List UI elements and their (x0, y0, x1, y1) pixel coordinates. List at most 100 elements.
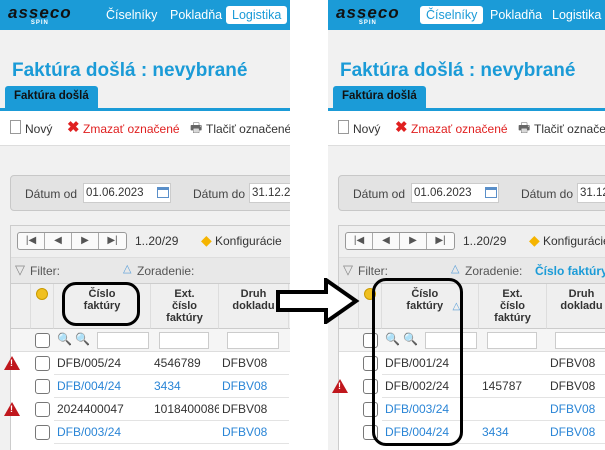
config-button[interactable]: Konfigurácie (543, 234, 605, 248)
delete-button[interactable]: Zmazať označené (411, 122, 508, 136)
column-header-3[interactable]: Ext. číslo faktúry (151, 284, 219, 329)
logo[interactable]: asseco SPIN (8, 3, 72, 26)
cell-ext[interactable] (479, 398, 547, 421)
cell-druh[interactable]: DFBV08 (547, 421, 605, 444)
cell-druh[interactable]: DFBV08 (219, 421, 289, 444)
cell-cislo[interactable]: DFB/004/24 (54, 375, 151, 398)
filter-input-cislo[interactable] (97, 332, 149, 349)
pager-buttons: |◀ ◀ ▶ ▶| (345, 232, 455, 250)
table-row[interactable]: DFB/004/24 3434 DFBV08 (11, 375, 290, 398)
cell-ext: 1018400086 (151, 398, 219, 421)
column-header-4[interactable]: Druh dokladu (219, 284, 289, 329)
sort-value[interactable]: Číslo faktúry (535, 264, 605, 278)
config-button[interactable]: Konfigurácie (215, 234, 282, 248)
prev-page-icon[interactable]: ◀ (45, 233, 72, 249)
row-checkbox[interactable] (35, 402, 50, 417)
filter-row-cell (339, 329, 359, 352)
filter-input-druh[interactable] (555, 332, 605, 349)
select-all-checkbox[interactable] (35, 333, 50, 348)
sort-label: Zoradenie: (465, 264, 523, 278)
cell-cislo[interactable]: DFB/003/24 (54, 421, 151, 444)
new-button[interactable]: Nový (25, 122, 53, 136)
delete-icon: ✖ (395, 119, 408, 136)
date-from-input[interactable]: 01.06.2023 (411, 183, 499, 203)
filter-label: Filter: (358, 264, 388, 278)
calendar-icon[interactable] (157, 187, 169, 198)
table-row[interactable]: DFB/003/24 DFBV08 (339, 398, 605, 421)
search-add-icon[interactable]: 🔍 (403, 332, 418, 346)
next-page-icon[interactable]: ▶ (400, 233, 427, 249)
date-from-input[interactable]: 01.06.2023 (83, 183, 171, 203)
pager: |◀ ◀ ▶ ▶| 1..20/29 ◆ Konfigurácie (11, 226, 290, 258)
table-row[interactable]: DFB/003/24 DFBV08 (11, 421, 290, 444)
cell-druh: DFBV08 (219, 352, 289, 375)
nav-1[interactable]: Pokladňa (490, 8, 543, 22)
delete-icon: ✖ (67, 119, 80, 136)
sort-asc-icon: △ (449, 301, 461, 312)
last-page-icon[interactable]: ▶| (435, 235, 446, 246)
pager-count: 1..20/29 (135, 234, 179, 248)
cell-druh[interactable]: DFBV08 (219, 375, 289, 398)
calendar-icon[interactable] (485, 187, 497, 198)
filter-row-cell (11, 329, 31, 352)
nav-2[interactable]: Logistika (552, 8, 602, 22)
date-to-input[interactable]: 31.12.2024 (577, 183, 605, 203)
new-button[interactable]: Nový (353, 122, 381, 136)
tab-faktura-dosla[interactable]: Faktúra došlá (5, 86, 98, 108)
delete-button[interactable]: Zmazať označené (83, 122, 180, 136)
search-add-icon[interactable]: 🔍 (75, 332, 90, 346)
column-header-4[interactable]: Druh dokladu (547, 284, 605, 329)
cell-druh: DFBV08 (547, 352, 605, 375)
print-button[interactable]: Tlačiť označené (534, 122, 605, 136)
row-checkbox[interactable] (35, 379, 50, 394)
cell-cislo: 2024400047 (54, 398, 151, 421)
data-grid: |◀ ◀ ▶ ▶| 1..20/29 ◆ Konfigurácie ▽ Filter: △ Zora… (4, 225, 290, 450)
cell-ext[interactable] (151, 421, 219, 444)
cell-cislo: DFB/005/24 (54, 352, 151, 375)
row-checkbox[interactable] (35, 425, 50, 440)
filter-input-ext[interactable] (159, 332, 209, 349)
column-label: Ext. číslo faktúry (494, 288, 531, 324)
nav-1[interactable]: Pokladňa (170, 8, 223, 22)
cell-cislo: DFB/001/24 (382, 352, 479, 375)
search-icon[interactable]: 🔍 (385, 332, 400, 346)
nav-0[interactable]: Číselníky (420, 6, 484, 24)
filter-label: Filter: (30, 264, 60, 278)
warning-icon (4, 402, 20, 416)
filter-row-cell (289, 329, 290, 352)
date-to-input[interactable]: 31.12.2024 (249, 183, 290, 203)
page-title: Faktúra došlá : nevybrané (340, 60, 576, 81)
filter-input-cislo[interactable] (425, 332, 477, 349)
row-checkbox[interactable] (35, 356, 50, 371)
cell-ext[interactable]: 3434 (479, 421, 547, 444)
last-page-icon[interactable]: ▶| (107, 235, 118, 246)
column-label: Ext. číslo faktúry (166, 288, 203, 324)
cell-druh[interactable]: DFBV08 (547, 398, 605, 421)
nav-2[interactable]: Logistika (226, 6, 288, 24)
next-page-icon[interactable]: ▶ (72, 233, 99, 249)
arrow-icon (276, 278, 360, 324)
cell-cislo[interactable]: DFB/003/24 (382, 398, 479, 421)
filter-input-druh[interactable] (227, 332, 279, 349)
search-icon[interactable]: 🔍 (57, 332, 72, 346)
column-header-3[interactable]: Ext. číslo faktúry (479, 284, 547, 329)
filter-input-ext[interactable] (487, 332, 537, 349)
print-icon: 🖶 (518, 120, 531, 135)
tab-faktura-dosla[interactable]: Faktúra došlá (333, 86, 426, 108)
tab-underline (0, 108, 290, 111)
data-grid: |◀ ◀ ▶ ▶| 1..20/29 ◆ Konfigurácie ▽ Filter: △ Zora… (332, 225, 605, 450)
nav-0[interactable]: Číselníky (106, 8, 158, 22)
logo[interactable]: asseco SPIN (336, 3, 400, 26)
highlight-column-after (372, 278, 463, 446)
first-page-icon[interactable]: |◀ (18, 233, 45, 249)
filter-icon: ▽ (343, 262, 353, 277)
warning-icon (4, 356, 20, 370)
prev-page-icon[interactable]: ◀ (373, 233, 400, 249)
logo-text: asseco (336, 3, 400, 22)
first-page-icon[interactable]: |◀ (346, 233, 373, 249)
cell-ext[interactable]: 3434 (151, 375, 219, 398)
print-button[interactable]: Tlačiť označené (206, 122, 290, 136)
